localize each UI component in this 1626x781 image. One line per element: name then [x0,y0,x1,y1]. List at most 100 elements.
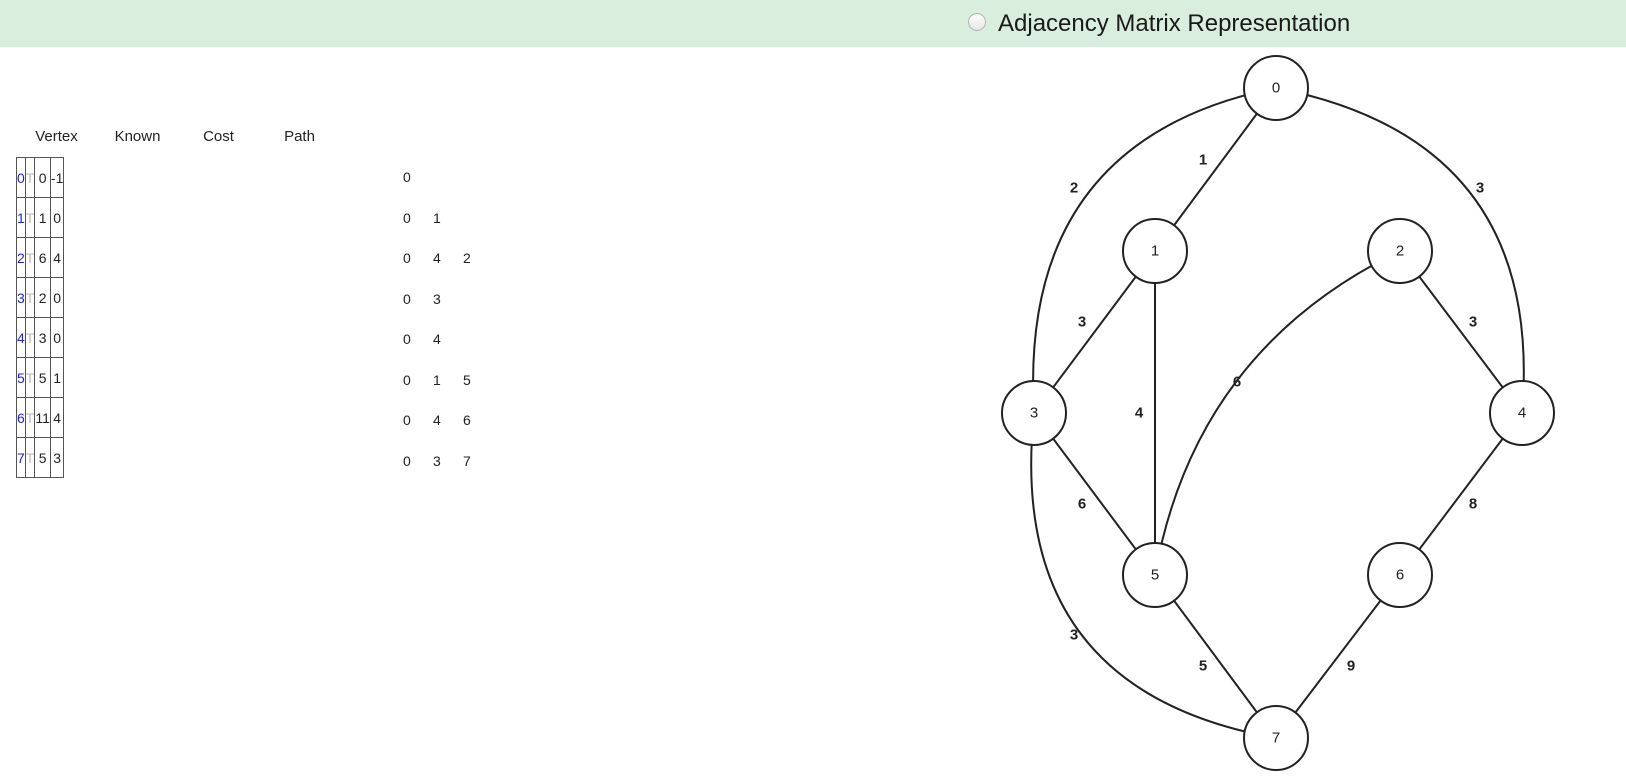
path-step: 4 [433,250,441,267]
graph-node-0[interactable]: 0 [1243,55,1309,121]
adjacency-matrix-label[interactable]: Adjacency Matrix Representation [998,10,1351,37]
path-step: 7 [463,452,471,469]
path-cell: 3 [49,437,65,478]
path-route: 0 4 2 [403,238,493,279]
path-step: 3 [433,290,441,307]
node-label: 7 [1272,730,1280,747]
node-circle[interactable] [1243,55,1309,121]
path-cell: 0 [49,317,65,358]
node-circle[interactable] [1367,542,1433,608]
node-circle[interactable] [1243,705,1309,771]
edge-weight-label: 6 [1078,496,1086,513]
cost-cell: 11 [34,397,51,438]
edge-weight-label: 3 [1476,180,1484,197]
header-vertex: Vertex [35,128,78,145]
edge-5-7 [1154,574,1277,739]
header-cost: Cost [203,128,234,145]
path-step: 4 [433,331,441,348]
edge-weight-label: 5 [1199,658,1207,675]
edge-6-7 [1275,574,1401,739]
path-cell: -1 [49,157,65,198]
path-step: 1 [433,371,441,388]
node-label: 5 [1151,567,1159,584]
node-label: 1 [1151,243,1159,260]
graph-node-2[interactable]: 2 [1367,218,1433,284]
path-step: 5 [463,371,471,388]
node-label: 3 [1030,405,1038,422]
node-circle[interactable] [1122,218,1188,284]
node-circle[interactable] [1001,380,1067,446]
path-step: 4 [433,412,441,429]
path-step: 1 [433,209,441,226]
edge-3-7 [1030,412,1277,739]
path-cell: 0 [49,277,65,318]
edge-weight-label: 9 [1347,658,1355,675]
node-label: 2 [1396,243,1404,260]
path-step: 0 [403,209,411,226]
path-route: 0 1 5 [403,360,493,401]
graph-node-3[interactable]: 3 [1001,380,1067,446]
edge-weight-label: 2 [1070,180,1078,197]
edge-weight-label: 3 [1070,627,1078,644]
edge-0-3 [1032,87,1277,414]
top-bar: Adjacency Matrix Representation [0,0,1626,47]
edge-weight-label: 1 [1199,152,1207,169]
path-step: 0 [403,331,411,348]
path-step: 0 [403,452,411,469]
node-label: 4 [1518,405,1526,422]
graph-node-7[interactable]: 7 [1243,705,1309,771]
edge-weight-label: 6 [1233,374,1241,391]
path-step: 0 [403,290,411,307]
adjacency-matrix-radio[interactable] [968,13,986,31]
table-row: 6 T 11 4 [16,397,65,438]
edge-0-4 [1275,87,1525,414]
vertex-cell: 7 [16,437,26,478]
path-route: 0 4 6 [403,400,493,441]
header-known: Known [114,128,161,145]
path-step: 0 [403,169,411,186]
edge-weight-label: 8 [1469,496,1477,513]
path-step: 0 [403,371,411,388]
node-circle[interactable] [1122,542,1188,608]
path-step: 0 [403,412,411,429]
node-label: 0 [1272,80,1280,97]
dijkstra-table: 0 T 0 -1 1 T 1 0 2 T 6 4 3 T 2 0 4 T 3 0 5 T 5 1 6 T 11 4 7 T 5 3 [16,157,65,478]
graph-node-1[interactable]: 1 [1122,218,1188,284]
path-cell: 4 [49,237,65,278]
path-step: 6 [463,412,471,429]
path-route: 0 3 7 [403,441,493,482]
edge-weight-label: 3 [1078,314,1086,331]
edge-2-5 [1154,250,1401,576]
node-label: 6 [1396,567,1404,584]
path-step: 0 [403,250,411,267]
edge-4-6 [1399,412,1523,576]
graph-node-4[interactable]: 4 [1489,380,1555,446]
edge-0-1 [1154,87,1277,252]
edge-3-5 [1033,412,1156,576]
edge-2-4 [1399,250,1523,414]
path-cell: 1 [49,357,65,398]
graph-node-5[interactable]: 5 [1122,542,1188,608]
representation-option[interactable]: Adjacency Matrix Representation [968,10,1350,38]
node-circle[interactable] [1367,218,1433,284]
path-step: 3 [433,452,441,469]
edge-weight-label: 4 [1135,405,1144,422]
graph-node-6[interactable]: 6 [1367,542,1433,608]
edge-weight-label: 3 [1469,314,1477,331]
node-circle[interactable] [1489,380,1555,446]
path-step: 2 [463,250,471,267]
path-route: 0 [403,157,493,198]
table-row: 0 T 0 -1 [16,157,65,198]
edge-1-3 [1033,250,1156,414]
